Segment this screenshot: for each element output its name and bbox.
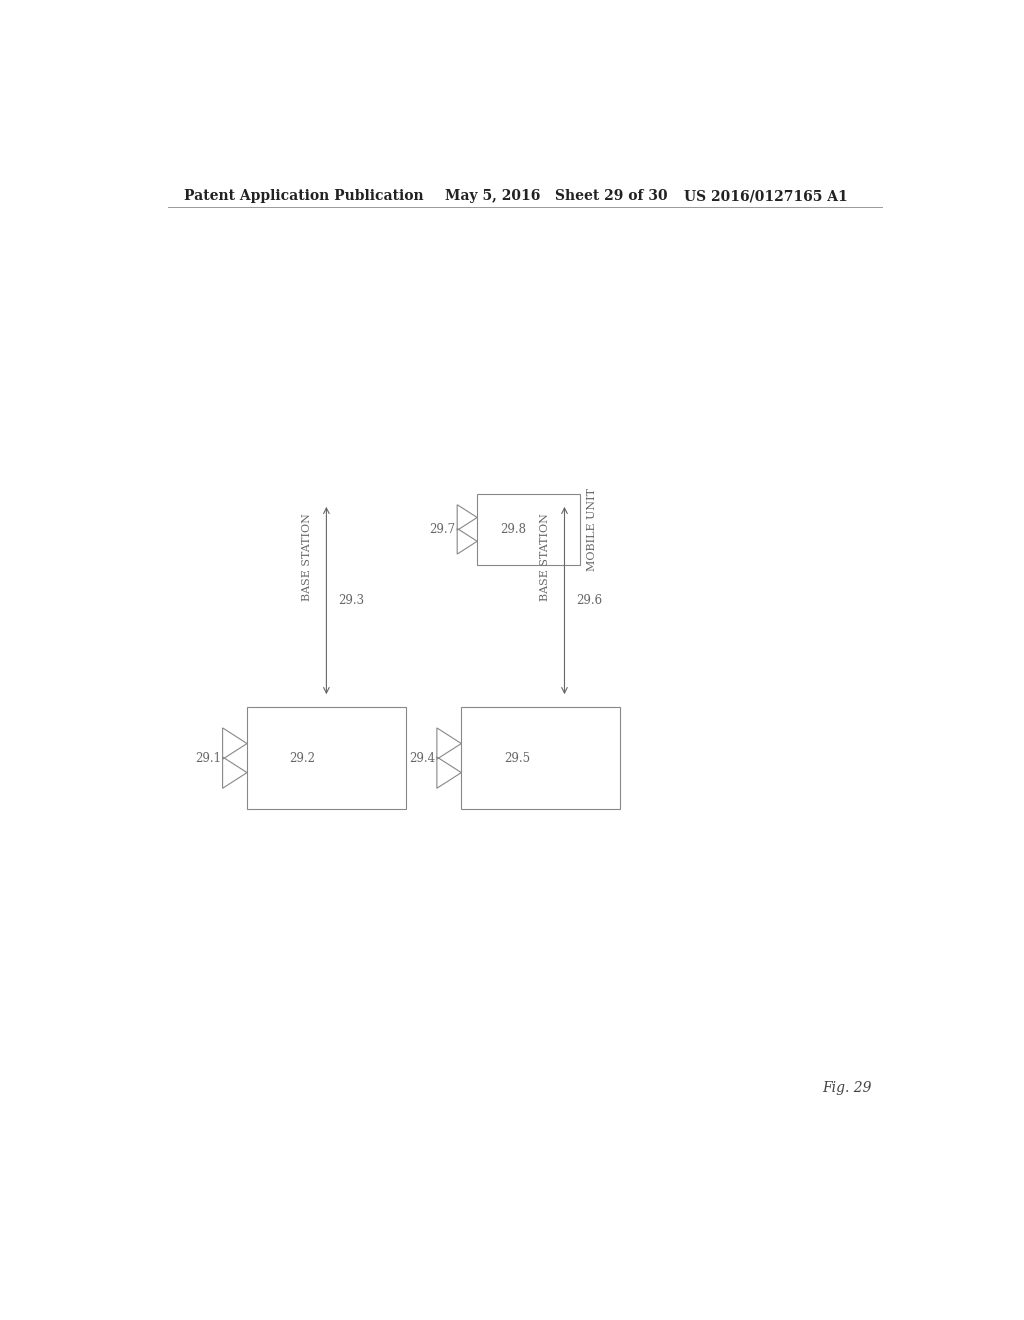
Text: 29.4: 29.4 <box>409 751 435 764</box>
Text: 29.6: 29.6 <box>577 594 602 607</box>
Text: 29.5: 29.5 <box>504 751 530 764</box>
Text: 29.7: 29.7 <box>430 523 456 536</box>
Text: MOBILE UNIT: MOBILE UNIT <box>587 488 597 570</box>
Text: 29.1: 29.1 <box>195 751 221 764</box>
Text: 29.2: 29.2 <box>290 751 315 764</box>
Text: BASE STATION: BASE STATION <box>540 512 550 601</box>
Bar <box>247 708 406 809</box>
Bar <box>461 708 621 809</box>
Text: BASE STATION: BASE STATION <box>301 512 311 601</box>
Text: May 5, 2016   Sheet 29 of 30: May 5, 2016 Sheet 29 of 30 <box>445 189 668 203</box>
Text: 29.3: 29.3 <box>338 594 365 607</box>
Text: Patent Application Publication: Patent Application Publication <box>183 189 423 203</box>
Bar <box>477 494 581 565</box>
Text: 29.8: 29.8 <box>501 523 526 536</box>
Text: Fig. 29: Fig. 29 <box>822 1081 871 1096</box>
Text: US 2016/0127165 A1: US 2016/0127165 A1 <box>684 189 847 203</box>
